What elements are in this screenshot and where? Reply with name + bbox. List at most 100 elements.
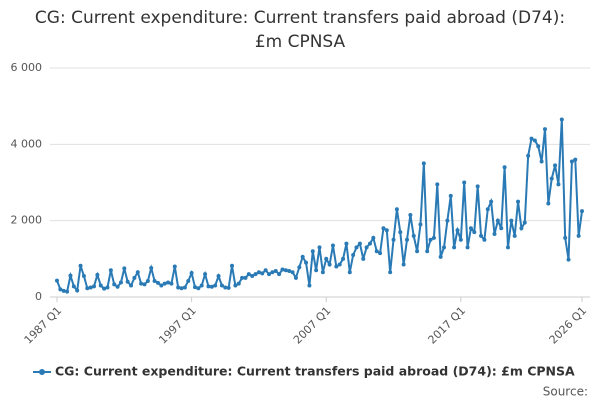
data-point	[102, 286, 107, 291]
data-point	[307, 283, 312, 288]
data-point	[61, 288, 66, 293]
data-point	[287, 269, 292, 274]
data-point	[186, 278, 191, 283]
data-point	[145, 278, 150, 283]
data-point	[549, 176, 554, 181]
data-point	[75, 288, 80, 293]
data-point	[455, 228, 460, 233]
data-point	[374, 249, 379, 254]
data-point	[179, 286, 184, 291]
data-point	[65, 289, 70, 294]
data-point	[408, 212, 413, 217]
data-point	[162, 281, 167, 286]
data-point	[176, 285, 181, 290]
data-point	[367, 241, 372, 246]
data-point	[371, 235, 376, 240]
data-point	[522, 220, 527, 225]
data-point	[314, 268, 319, 273]
data-point	[142, 282, 147, 287]
data-point	[320, 270, 325, 275]
data-point	[273, 269, 278, 274]
data-point	[88, 285, 93, 290]
data-point	[85, 286, 90, 291]
data-point	[425, 249, 430, 254]
data-point	[465, 245, 470, 250]
data-point	[499, 226, 504, 231]
data-point	[418, 222, 423, 227]
data-point	[310, 249, 315, 254]
data-point	[132, 275, 137, 280]
data-point	[216, 274, 221, 279]
data-point	[546, 201, 551, 206]
x-tick-label: 2026 Q1	[547, 304, 590, 347]
data-point	[479, 233, 484, 238]
data-point	[542, 127, 547, 132]
data-point	[448, 193, 453, 198]
x-tick-label: 1987 Q1	[22, 304, 65, 347]
data-point	[152, 278, 157, 283]
y-tick-label: 2 000	[11, 214, 43, 227]
data-point	[442, 245, 447, 250]
data-point	[391, 237, 396, 242]
data-point	[58, 287, 63, 292]
data-point	[139, 281, 144, 286]
y-tick-label: 6 000	[11, 61, 43, 74]
data-point	[519, 226, 524, 231]
data-point	[421, 161, 426, 166]
data-point	[347, 270, 352, 275]
data-point	[468, 226, 473, 231]
x-tick-label: 1997 Q1	[156, 304, 199, 347]
data-point	[206, 284, 211, 289]
data-point	[398, 230, 403, 235]
data-point	[458, 237, 463, 242]
data-point	[566, 257, 571, 262]
data-point	[573, 157, 578, 162]
data-point	[166, 280, 171, 285]
source: Source:	[543, 385, 588, 399]
chart-title: CG: Current expenditure: Current transfe…	[34, 8, 566, 52]
data-point	[394, 207, 399, 212]
data-point	[253, 272, 258, 277]
data-point	[415, 249, 420, 254]
data-point	[569, 159, 574, 164]
data-point	[327, 262, 332, 267]
data-point	[223, 285, 228, 290]
data-point	[236, 281, 241, 286]
data-point	[576, 233, 581, 238]
data-point	[81, 274, 86, 279]
data-point	[553, 163, 558, 168]
data-point	[334, 264, 339, 269]
data-point	[509, 218, 514, 223]
data-point	[169, 281, 174, 286]
data-point	[539, 159, 544, 164]
data-point	[122, 266, 127, 271]
data-point	[536, 144, 541, 149]
data-point	[297, 265, 302, 270]
data-point	[505, 245, 510, 250]
data-point	[219, 283, 224, 288]
data-point	[240, 275, 245, 280]
data-point	[384, 228, 389, 233]
data-point	[230, 263, 234, 268]
data-point	[485, 207, 490, 212]
data-point	[300, 254, 305, 259]
data-point	[115, 284, 120, 289]
data-point	[260, 271, 265, 276]
data-point	[277, 272, 282, 277]
data-point	[502, 165, 507, 170]
data-point	[55, 278, 59, 283]
data-point	[192, 285, 197, 290]
data-point	[357, 241, 362, 246]
data-point	[580, 209, 584, 214]
data-point	[92, 284, 97, 289]
data-point	[489, 199, 494, 204]
data-point	[472, 230, 477, 235]
data-point	[95, 272, 100, 277]
data-point	[246, 272, 251, 277]
data-point	[378, 251, 383, 256]
data-point	[341, 256, 346, 261]
data-point	[475, 184, 480, 189]
data-point	[290, 270, 295, 275]
